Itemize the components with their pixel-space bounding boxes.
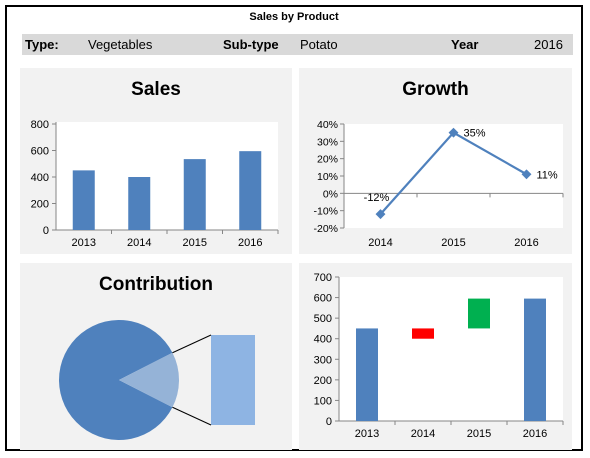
sales-bar [183, 159, 206, 230]
waterfall-panel: 0 100 200 300 400 500 600 700 2013 2014 2015 2016 [299, 263, 572, 450]
waterfall-y-tick-label: 0 [326, 416, 332, 428]
contribution-panel: Contribution [20, 263, 292, 450]
growth-x-tick-label: 2015 [441, 237, 465, 249]
growth-title: Growth [402, 79, 469, 100]
waterfall-y-tick-label: 100 [314, 395, 332, 407]
year-label: Year [451, 37, 479, 52]
pie-main-slice [59, 320, 173, 440]
growth-y-tick-label: 10% [317, 171, 338, 183]
growth-panel: Growth -20% -10% 0% 10% 20% 30% 40% -12% 2014 35%… [299, 68, 572, 254]
waterfall-x-tick-label: 2016 [523, 428, 547, 440]
growth-x-tick-label: 2014 [368, 237, 392, 249]
sales-bar [128, 177, 151, 230]
waterfall-y-tick-label: 500 [314, 313, 332, 325]
contribution-title: Contribution [99, 274, 213, 295]
sales-bar [72, 170, 95, 230]
growth-point [375, 209, 386, 220]
filter-bar: Type: Vegetables Sub-type Potato Year 20… [22, 34, 573, 55]
waterfall-bar [356, 328, 378, 421]
pie-small-slice [119, 352, 179, 408]
growth-data-label: 35% [464, 128, 486, 140]
sales-x-tick-label: 2016 [238, 237, 262, 249]
sales-x-tick-label: 2014 [127, 237, 151, 249]
sales-y-tick-label: 600 [31, 146, 49, 158]
waterfall-y-tick-label: 600 [314, 293, 332, 305]
waterfall-bar [468, 298, 490, 329]
waterfall-bar [524, 298, 546, 421]
subtype-label: Sub-type [223, 37, 279, 52]
growth-y-tick-label: 0% [323, 188, 338, 200]
waterfall-bar [412, 328, 434, 339]
waterfall-y-tick-label: 200 [314, 375, 332, 387]
pie-connector-bottom [172, 406, 212, 426]
pie-breakout-bar [211, 335, 255, 425]
growth-y-tick-label: 20% [317, 154, 338, 166]
sales-y-tick-label: 800 [31, 119, 49, 131]
growth-y-tick-label: 30% [317, 136, 338, 148]
growth-plot-area [344, 124, 563, 228]
sales-x-tick-label: 2013 [72, 237, 96, 249]
growth-point [521, 169, 532, 180]
growth-data-label: -12% [364, 192, 390, 204]
growth-data-label: 11% [537, 169, 558, 181]
sales-bar [239, 151, 262, 230]
sales-title: Sales [131, 79, 181, 100]
type-value[interactable]: Vegetables [88, 37, 153, 52]
contribution-chart [59, 320, 255, 440]
dashboard-frame: Sales by Product Type: Vegetables Sub-ty… [5, 5, 583, 451]
type-label: Type: [25, 37, 59, 52]
growth-y-tick-label: 40% [317, 119, 338, 131]
growth-y-tick-label: -10% [313, 206, 338, 218]
growth-x-tick-label: 2016 [514, 237, 538, 249]
year-value[interactable]: 2016 [534, 37, 563, 52]
waterfall-y-tick-label: 300 [314, 354, 332, 366]
sales-chart: 0 200 400 600 800 2013 2014 2015 2016 [31, 119, 279, 249]
subtype-value[interactable]: Potato [300, 37, 338, 52]
waterfall-y-tick-label: 400 [314, 334, 332, 346]
waterfall-chart: 0 100 200 300 400 500 600 700 2013 2014 2015 2016 [314, 272, 564, 440]
pie-connector-top [172, 334, 212, 354]
waterfall-x-tick-label: 2015 [467, 428, 491, 440]
waterfall-x-tick-label: 2013 [355, 428, 379, 440]
waterfall-y-tick-label: 700 [314, 272, 332, 284]
sales-y-tick-label: 0 [43, 225, 49, 237]
growth-chart: -20% -10% 0% 10% 20% 30% 40% -12% 2014 35% 2015 11%… [313, 119, 564, 249]
dashboard-title: Sales by Product [249, 11, 339, 23]
sales-y-tick-label: 200 [31, 199, 49, 211]
growth-y-tick-label: -20% [313, 223, 338, 235]
sales-y-tick-label: 400 [31, 172, 49, 184]
sales-x-tick-label: 2015 [183, 237, 207, 249]
sales-panel: Sales 0 200 400 600 800 2013 2014 2015 2016 [20, 68, 292, 254]
waterfall-x-tick-label: 2014 [411, 428, 435, 440]
